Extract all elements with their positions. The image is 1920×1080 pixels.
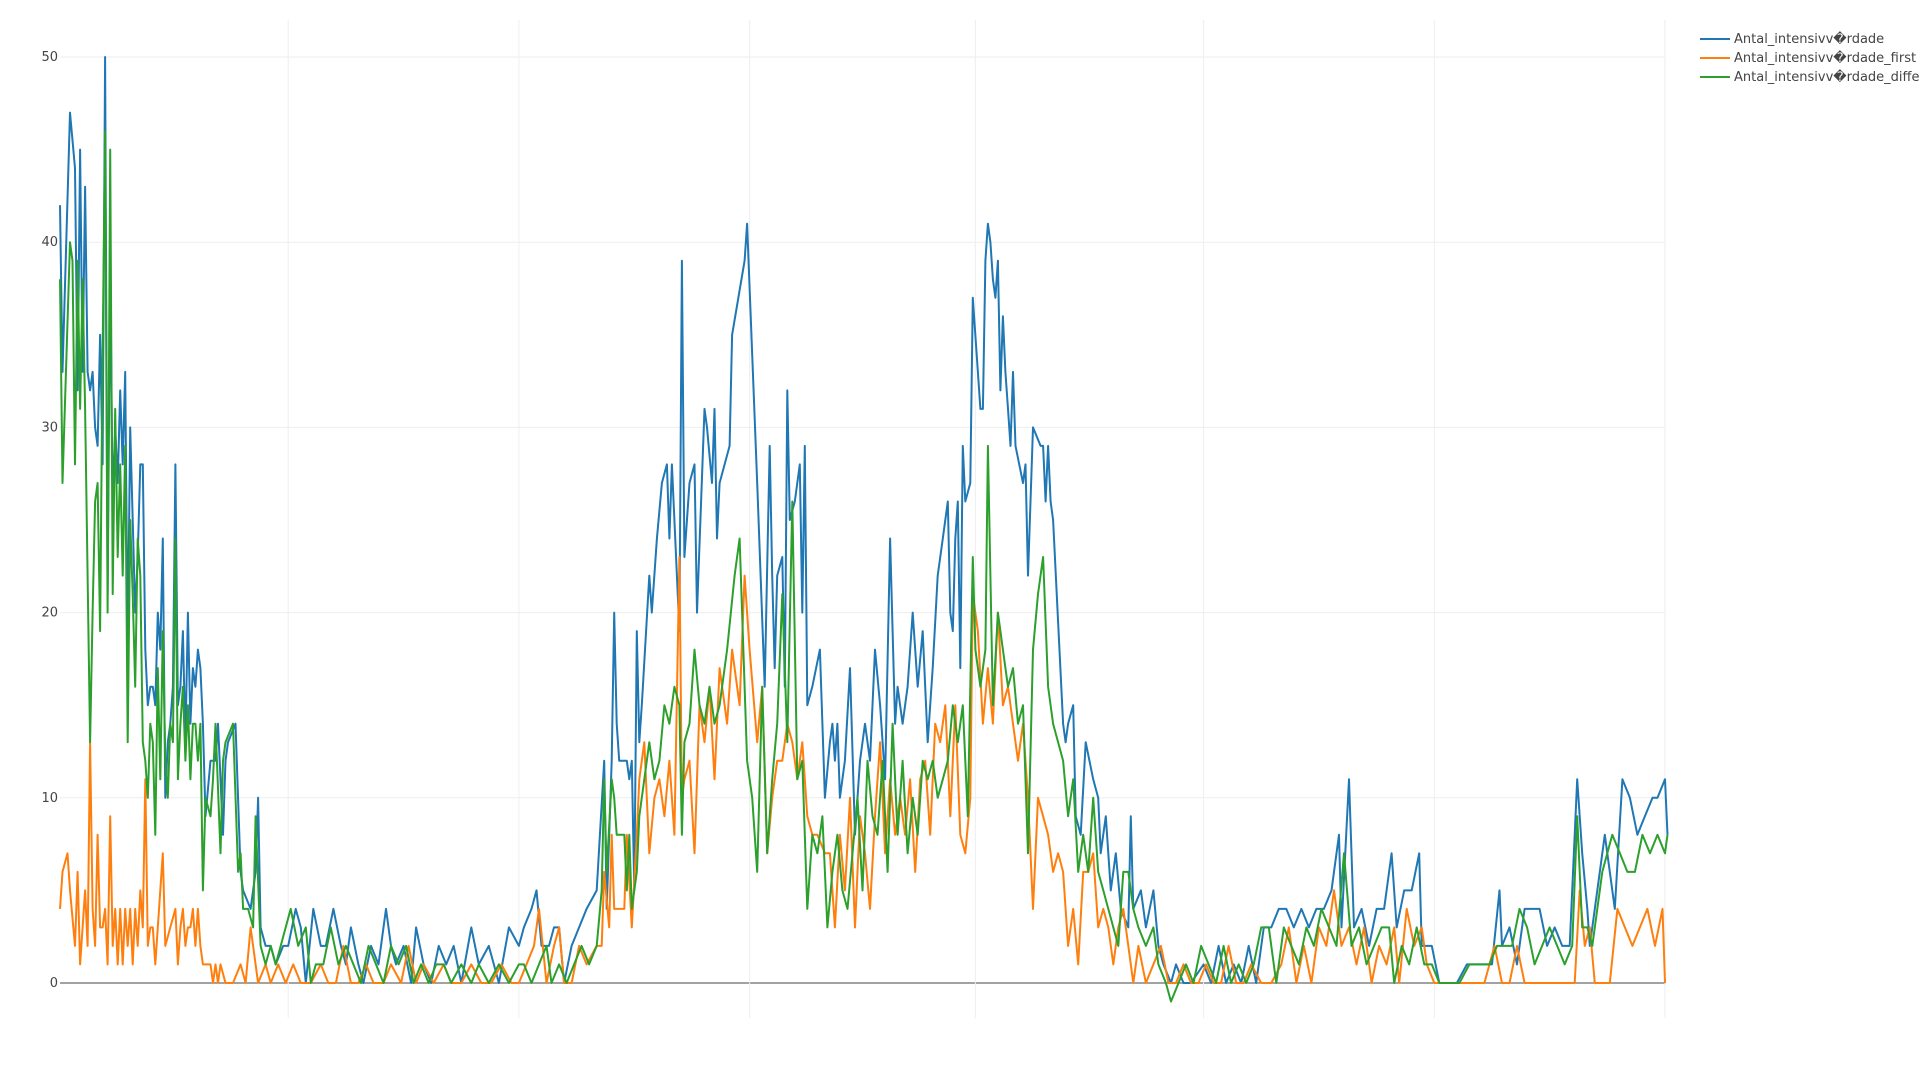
y-tick-label: 40 [41,235,58,250]
y-tick-label: 10 [41,791,58,806]
series-line-3 [59,130,1669,1003]
axes: 01020304050Jul 2020Oct 2020Jan 2021Apr 2… [41,50,58,991]
y-tick-label: 30 [41,420,58,435]
y-tick-label: 20 [41,606,58,621]
legend-item-1[interactable]: Antal_intensivv�rdade [1700,30,1884,47]
series-line-1 [59,56,1669,984]
legend-item-2[interactable]: Antal_intensivv�rdade_first [1700,49,1916,66]
y-tick-label: 0 [50,976,58,991]
gridlines [60,20,1666,1018]
legend-label: Antal_intensivv�rdade_differ [1734,68,1920,85]
legend-label: Antal_intensivv�rdade_first [1734,49,1916,66]
legend-label: Antal_intensivv�rdade [1734,30,1884,47]
series-lines [59,56,1669,1003]
y-tick-label: 50 [41,50,58,65]
legend[interactable]: Antal_intensivv�rdade Antal_intensivv�rda… [1700,30,1920,85]
legend-item-3[interactable]: Antal_intensivv�rdade_differ [1700,68,1920,85]
